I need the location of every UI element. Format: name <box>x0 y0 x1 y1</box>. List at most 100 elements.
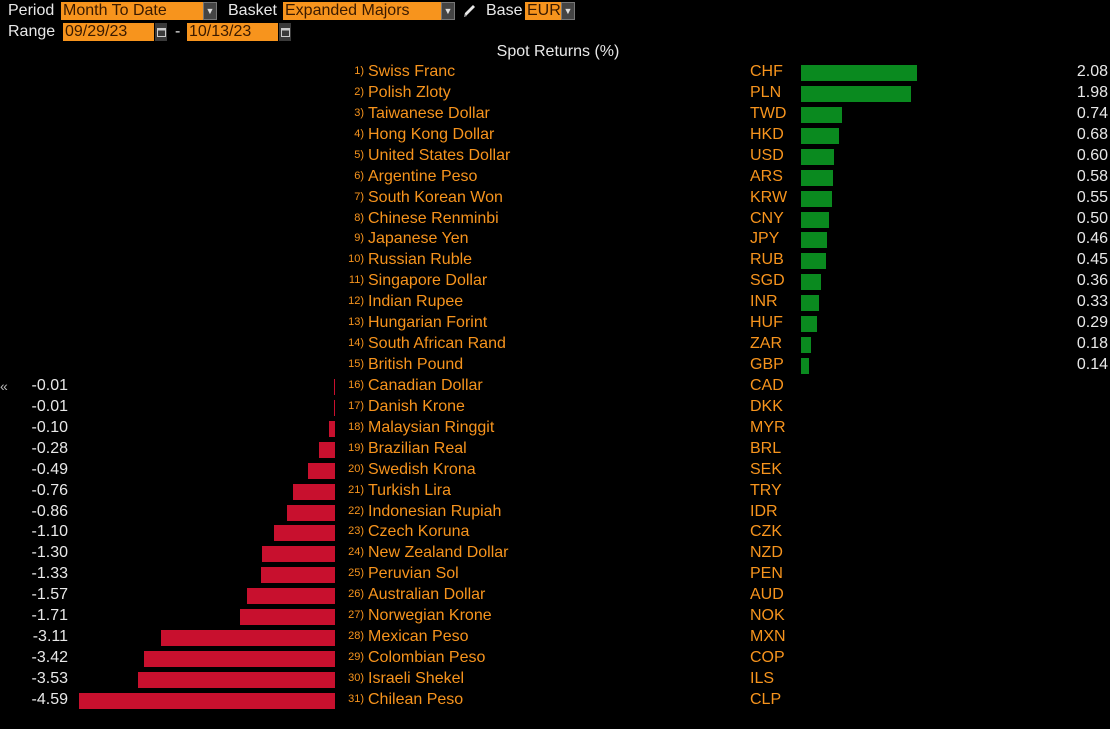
basket-dropdown-button[interactable]: ▼ <box>441 2 455 20</box>
table-row[interactable]: 29) Colombian Peso COP -3.42 <box>0 648 1110 669</box>
currency-code[interactable]: DKK <box>750 397 783 415</box>
currency-name[interactable]: Norwegian Krone <box>368 607 492 625</box>
table-row[interactable]: 1) Swiss Franc CHF 2.08 <box>0 62 1110 83</box>
currency-name[interactable]: Turkish Lira <box>368 481 451 499</box>
currency-name[interactable]: Argentine Peso <box>368 167 478 185</box>
table-row[interactable]: 8) Chinese Renminbi CNY 0.50 <box>0 209 1110 230</box>
currency-name[interactable]: New Zealand Dollar <box>368 544 509 562</box>
currency-name[interactable]: Polish Zloty <box>368 83 451 101</box>
currency-code[interactable]: HUF <box>750 314 783 332</box>
currency-name[interactable]: Brazilian Real <box>368 439 467 457</box>
currency-name[interactable]: Australian Dollar <box>368 586 486 604</box>
table-row[interactable]: 26) Australian Dollar AUD -1.57 <box>0 585 1110 606</box>
period-select[interactable]: Month To Date <box>61 2 203 20</box>
table-row[interactable]: 31) Chilean Peso CLP -4.59 <box>0 690 1110 711</box>
currency-code[interactable]: USD <box>750 146 784 164</box>
range-start-calendar-button[interactable] <box>155 23 167 41</box>
currency-name[interactable]: Hungarian Forint <box>368 314 488 332</box>
table-row[interactable]: 17) Danish Krone DKK -0.01 <box>0 397 1110 418</box>
currency-code[interactable]: SGD <box>750 272 785 290</box>
currency-code[interactable]: CZK <box>750 523 782 541</box>
table-row[interactable]: 23) Czech Koruna CZK -1.10 <box>0 522 1110 543</box>
currency-name[interactable]: South African Rand <box>368 335 506 353</box>
currency-code[interactable]: JPY <box>750 230 780 248</box>
currency-name[interactable]: Chinese Renminbi <box>368 209 499 227</box>
currency-name[interactable]: Chilean Peso <box>368 690 464 708</box>
table-row[interactable]: 14) South African Rand ZAR 0.18 <box>0 334 1110 355</box>
currency-code[interactable]: INR <box>750 293 778 311</box>
currency-code[interactable]: CLP <box>750 690 782 708</box>
table-row[interactable]: 15) British Pound GBP 0.14 <box>0 355 1110 376</box>
table-row[interactable]: 20) Swedish Krona SEK -0.49 <box>0 460 1110 481</box>
table-row[interactable]: 11) Singapore Dollar SGD 0.36 <box>0 271 1110 292</box>
currency-code[interactable]: ILS <box>750 669 775 687</box>
currency-code[interactable]: TRY <box>750 481 782 499</box>
currency-code[interactable]: PEN <box>750 565 783 583</box>
double-chevron-left-icon[interactable]: « <box>0 378 8 394</box>
table-row[interactable]: 7) South Korean Won KRW 0.55 <box>0 188 1110 209</box>
currency-code[interactable]: NZD <box>750 544 783 562</box>
currency-name[interactable]: Indian Rupee <box>368 293 464 311</box>
currency-name[interactable]: South Korean Won <box>368 188 503 206</box>
currency-name[interactable]: Israeli Shekel <box>368 669 465 687</box>
currency-code[interactable]: KRW <box>750 188 788 206</box>
currency-code[interactable]: NOK <box>750 607 785 625</box>
currency-code[interactable]: TWD <box>750 104 787 122</box>
currency-code[interactable]: AUD <box>750 586 784 604</box>
currency-name[interactable]: Swedish Krona <box>368 460 476 478</box>
table-row[interactable]: 5) United States Dollar USD 0.60 <box>0 146 1110 167</box>
table-row[interactable]: 27) Norwegian Krone NOK -1.71 <box>0 606 1110 627</box>
currency-code[interactable]: RUB <box>750 251 784 269</box>
currency-code[interactable]: MXN <box>750 628 786 646</box>
table-row[interactable]: 25) Peruvian Sol PEN -1.33 <box>0 564 1110 585</box>
table-row[interactable]: 4) Hong Kong Dollar HKD 0.68 <box>0 125 1110 146</box>
currency-name[interactable]: Taiwanese Dollar <box>368 104 490 122</box>
currency-name[interactable]: British Pound <box>368 356 464 374</box>
currency-name[interactable]: Colombian Peso <box>368 649 486 667</box>
table-row[interactable]: 18) Malaysian Ringgit MYR -0.10 <box>0 418 1110 439</box>
currency-code[interactable]: CAD <box>750 376 784 394</box>
table-row[interactable]: 22) Indonesian Rupiah IDR -0.86 <box>0 502 1110 523</box>
currency-code[interactable]: GBP <box>750 356 784 374</box>
base-select[interactable]: EUR <box>525 2 561 20</box>
currency-name[interactable]: Swiss Franc <box>368 63 456 80</box>
currency-name[interactable]: Danish Krone <box>368 397 465 415</box>
currency-code[interactable]: MYR <box>750 418 786 436</box>
table-row[interactable]: 16) Canadian Dollar CAD -0.01 <box>0 376 1110 397</box>
range-end-calendar-button[interactable] <box>279 23 291 41</box>
period-dropdown-button[interactable]: ▼ <box>203 2 217 20</box>
base-dropdown-button[interactable]: ▼ <box>561 2 575 20</box>
currency-name[interactable]: Indonesian Rupiah <box>368 502 502 520</box>
table-row[interactable]: 12) Indian Rupee INR 0.33 <box>0 292 1110 313</box>
currency-code[interactable]: CHF <box>750 63 783 80</box>
currency-name[interactable]: Japanese Yen <box>368 230 469 248</box>
currency-name[interactable]: Czech Koruna <box>368 523 470 541</box>
currency-code[interactable]: IDR <box>750 502 778 520</box>
currency-code[interactable]: PLN <box>750 83 782 101</box>
currency-name[interactable]: Malaysian Ringgit <box>368 418 495 436</box>
table-row[interactable]: 6) Argentine Peso ARS 0.58 <box>0 167 1110 188</box>
currency-name[interactable]: Singapore Dollar <box>368 272 488 290</box>
currency-name[interactable]: Russian Ruble <box>368 251 473 269</box>
table-row[interactable]: 30) Israeli Shekel ILS -3.53 <box>0 669 1110 690</box>
currency-code[interactable]: CNY <box>750 209 784 227</box>
table-row[interactable]: 19) Brazilian Real BRL -0.28 <box>0 439 1110 460</box>
currency-name[interactable]: Mexican Peso <box>368 628 469 646</box>
table-row[interactable]: 3) Taiwanese Dollar TWD 0.74 <box>0 104 1110 125</box>
table-row[interactable]: 24) New Zealand Dollar NZD -1.30 <box>0 543 1110 564</box>
pencil-icon[interactable] <box>461 2 477 20</box>
currency-code[interactable]: ARS <box>750 167 783 185</box>
table-row[interactable]: 21) Turkish Lira TRY -0.76 <box>0 481 1110 502</box>
range-end-field[interactable]: 10/13/23 <box>187 23 278 41</box>
currency-name[interactable]: Peruvian Sol <box>368 565 459 583</box>
currency-code[interactable]: HKD <box>750 125 784 143</box>
currency-code[interactable]: SEK <box>750 460 783 478</box>
currency-code[interactable]: ZAR <box>750 335 782 353</box>
table-row[interactable]: 13) Hungarian Forint HUF 0.29 <box>0 313 1110 334</box>
basket-select[interactable]: Expanded Majors <box>283 2 441 20</box>
table-row[interactable]: 10) Russian Ruble RUB 0.45 <box>0 250 1110 271</box>
currency-code[interactable]: BRL <box>750 439 782 457</box>
table-row[interactable]: 28) Mexican Peso MXN -3.11 <box>0 627 1110 648</box>
currency-name[interactable]: Canadian Dollar <box>368 376 483 394</box>
range-start-field[interactable]: 09/29/23 <box>63 23 154 41</box>
